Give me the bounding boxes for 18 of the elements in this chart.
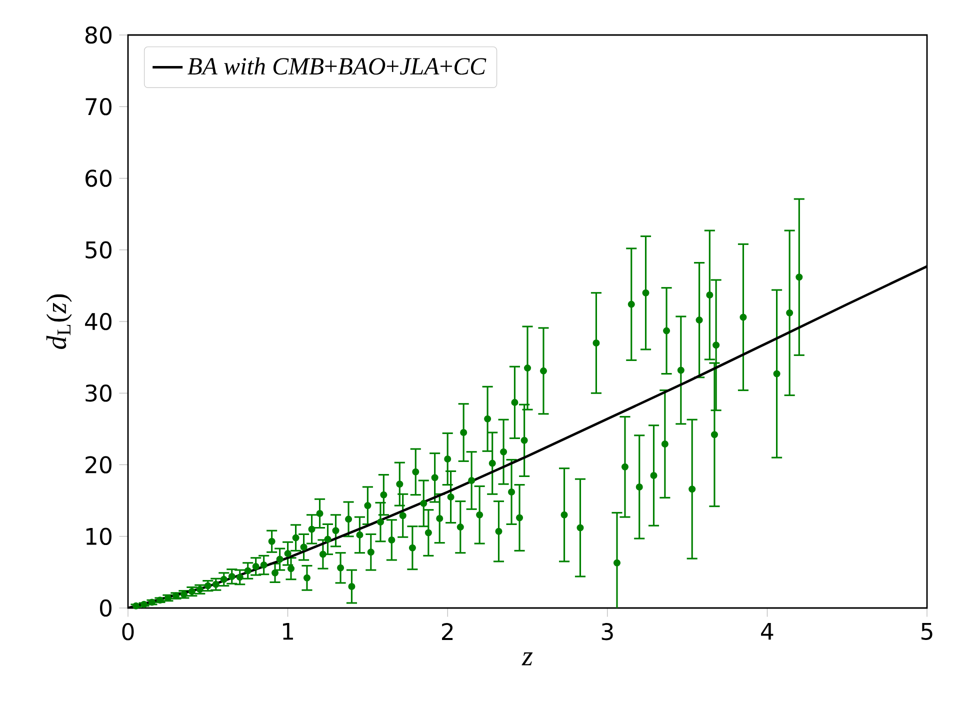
y-tick-label: 30 xyxy=(86,384,112,402)
x-tick-label: 3 xyxy=(602,623,613,640)
x-tick-label: 2 xyxy=(442,623,453,640)
x-tick-label: 5 xyxy=(922,623,932,640)
y-axis-title: d$_{L}$(z) xyxy=(46,294,72,349)
y-tick-label: 60 xyxy=(86,170,112,187)
x-tick-label: 0 xyxy=(122,623,134,640)
x-tick-label: 1 xyxy=(283,623,293,640)
y-tick-label: 40 xyxy=(85,312,112,330)
y-tick-label: 0 xyxy=(100,599,112,617)
y-tick-label: 50 xyxy=(86,241,112,259)
y-tick-label: 20 xyxy=(86,456,112,474)
y-tick-label: 10 xyxy=(86,528,112,546)
legend-label: BA with CMB+BAO+JLA+CC xyxy=(188,57,486,75)
y-tick-label: 70 xyxy=(86,98,112,116)
x-tick-label: 4 xyxy=(761,623,774,640)
x-axis-title: z xyxy=(522,652,533,666)
y-tick-label: 80 xyxy=(85,26,112,44)
